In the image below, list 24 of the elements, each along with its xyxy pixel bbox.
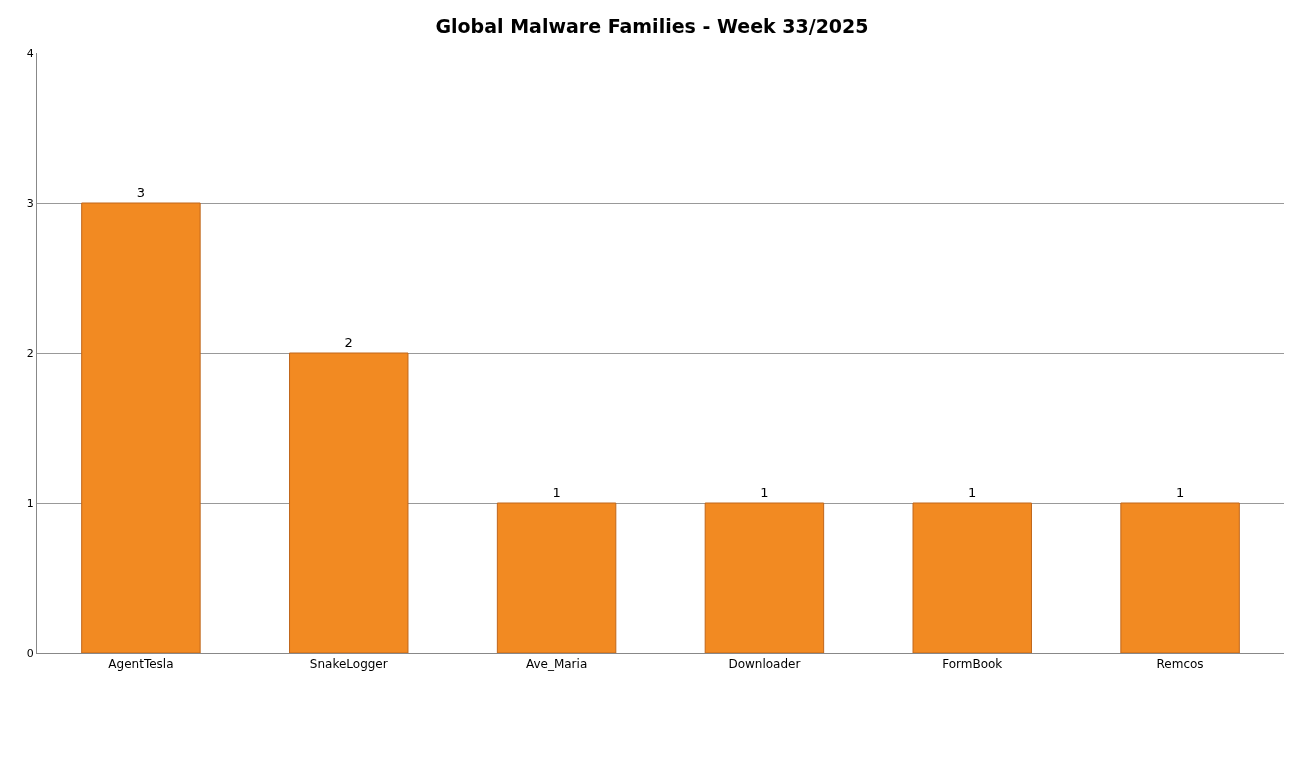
- bar: [704, 502, 825, 653]
- bar: [912, 502, 1032, 653]
- data-label: 2: [344, 335, 353, 350]
- bar: [289, 352, 409, 653]
- data-label: 1: [760, 485, 769, 500]
- x-tick-label: Ave_Maria: [525, 657, 588, 672]
- x-tick-label: FormBook: [942, 657, 1003, 672]
- y-tick-label: 4: [26, 46, 34, 60]
- bar: [81, 202, 201, 653]
- x-tick-label: SnakeLogger: [309, 657, 388, 672]
- data-label: 1: [968, 485, 977, 500]
- data-label: 3: [136, 185, 146, 200]
- data-label: 1: [552, 485, 561, 500]
- x-tick-label: Downloader: [728, 657, 801, 672]
- data-label: 1: [1175, 485, 1185, 500]
- chart-title: Global Malware Families - Week 33/2025: [435, 14, 869, 37]
- bar: [496, 502, 617, 653]
- y-tick-label: 0: [26, 646, 34, 660]
- y-tick-label: 3: [26, 196, 34, 210]
- bar: [1120, 502, 1240, 653]
- y-tick-label: 2: [26, 346, 34, 360]
- x-tick-label: Remcos: [1156, 657, 1204, 672]
- y-tick-label: 1: [26, 496, 34, 510]
- x-tick-label: AgentTesla: [108, 657, 174, 672]
